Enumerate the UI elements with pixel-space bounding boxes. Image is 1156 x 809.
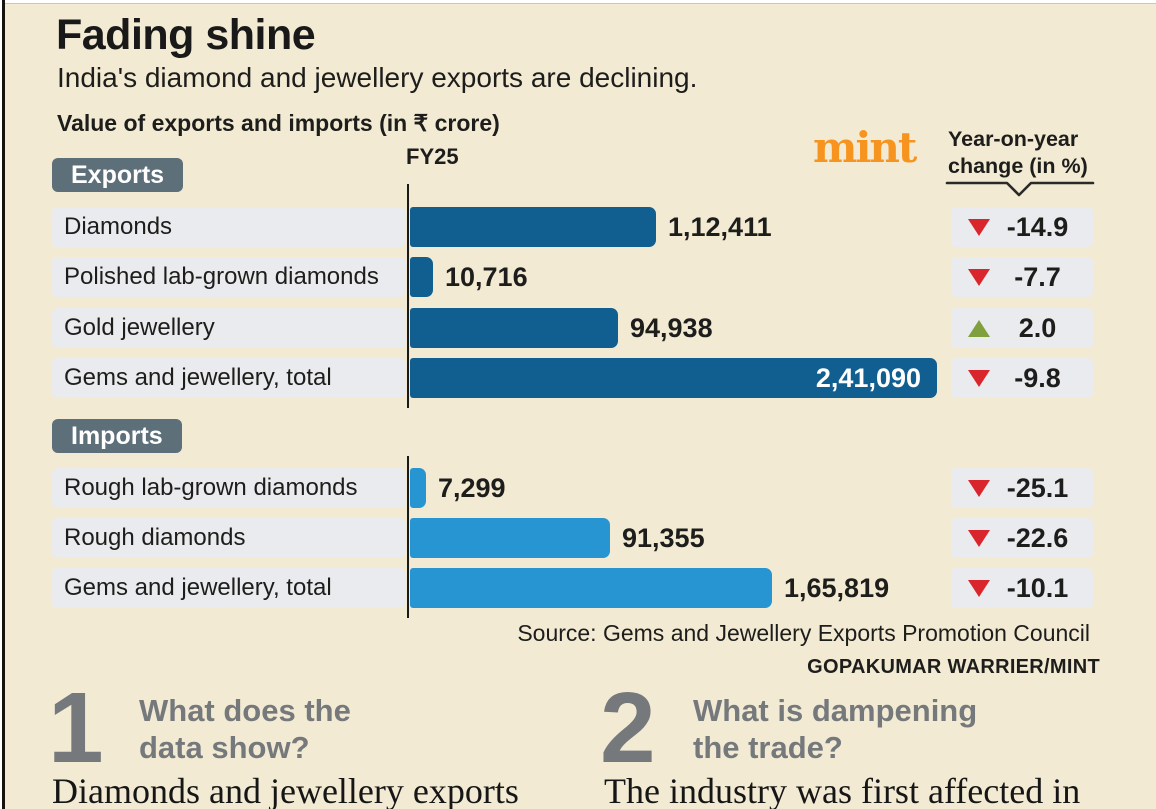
- value-label: 7,299: [438, 473, 506, 503]
- yoy-header-line1: Year-on-year: [948, 127, 1079, 151]
- value-label: 2,41,090: [815, 363, 921, 393]
- value-bar: [410, 308, 618, 348]
- yoy-value: 2.0: [1018, 312, 1057, 343]
- page-subtitle: India's diamond and jewellery exports ar…: [57, 62, 698, 93]
- section-badge-exports: Exports: [52, 158, 184, 192]
- yoy-value: -7.7: [1014, 261, 1061, 292]
- triangle-down-icon: [968, 369, 990, 387]
- credit-byline: GOPAKUMAR WARRIER/MINT: [807, 656, 1100, 678]
- question-2-body: The industry was first affected in: [604, 771, 1081, 809]
- left-edge-rule: [2, 0, 5, 809]
- yoy-change: -22.6: [951, 518, 1093, 558]
- baseline-axis: [407, 456, 409, 618]
- triangle-down-icon: [968, 479, 990, 497]
- yoy-change: -7.7: [951, 257, 1093, 297]
- value-label: 10,716: [445, 262, 528, 292]
- question-2-number: 2: [600, 672, 656, 784]
- yoy-value: -14.9: [1006, 211, 1069, 242]
- value-bar: [410, 257, 433, 297]
- value-label: 1,12,411: [668, 212, 772, 242]
- value-bar: [410, 468, 426, 508]
- yoy-change: -10.1: [951, 568, 1093, 608]
- category-label: Gold jewellery: [52, 308, 405, 348]
- category-label: Rough diamonds: [52, 518, 405, 558]
- yoy-bracket-icon: [945, 181, 1095, 197]
- yoy-value: -10.1: [1006, 572, 1069, 603]
- category-label: Diamonds: [52, 207, 405, 247]
- value-bar: [410, 358, 937, 398]
- question-2-heading: What is dampening the trade?: [693, 693, 978, 765]
- question-1-body: Diamonds and jewellery exports: [52, 771, 519, 809]
- value-label: 91,355: [622, 523, 705, 553]
- page-title: Fading shine: [56, 11, 316, 59]
- left-edge-white: [0, 0, 2, 809]
- fiscal-year-label: FY25: [406, 144, 459, 169]
- yoy-change: -14.9: [951, 207, 1093, 247]
- yoy-value: -9.8: [1014, 362, 1061, 393]
- yoy-value: -25.1: [1006, 472, 1069, 503]
- category-label: Polished lab-grown diamonds: [52, 257, 405, 297]
- question-1-heading: What does the data show?: [139, 693, 351, 765]
- value-label: 94,938: [630, 313, 713, 343]
- yoy-change-header: Year-on-year change (in %): [948, 126, 1088, 180]
- chart-unit-label: Value of exports and imports (in ₹ crore…: [57, 110, 500, 136]
- value-bar: [410, 207, 656, 247]
- triangle-down-icon: [968, 218, 990, 236]
- category-label: Gems and jewellery, total: [52, 358, 405, 398]
- yoy-change: 2.0: [951, 308, 1093, 348]
- triangle-down-icon: [968, 529, 990, 547]
- triangle-down-icon: [968, 268, 990, 286]
- yoy-header-line2: change (in %): [948, 154, 1088, 178]
- triangle-down-icon: [968, 579, 990, 597]
- triangle-up-icon: [968, 319, 990, 337]
- mint-logo: mint: [813, 123, 917, 172]
- category-label: Rough lab-grown diamonds: [52, 468, 405, 508]
- value-bar: [410, 518, 610, 558]
- question-1-number: 1: [48, 672, 104, 784]
- yoy-change: -25.1: [951, 468, 1093, 508]
- source-note: Source: Gems and Jewellery Exports Promo…: [517, 620, 1090, 646]
- baseline-axis: [407, 184, 409, 408]
- category-label: Gems and jewellery, total: [52, 568, 405, 608]
- yoy-change: -9.8: [951, 358, 1093, 398]
- yoy-value: -22.6: [1006, 522, 1069, 553]
- top-edge-line: [0, 0, 1156, 4]
- value-bar: [410, 568, 772, 608]
- section-badge-imports: Imports: [52, 419, 182, 453]
- value-label: 1,65,819: [784, 573, 890, 603]
